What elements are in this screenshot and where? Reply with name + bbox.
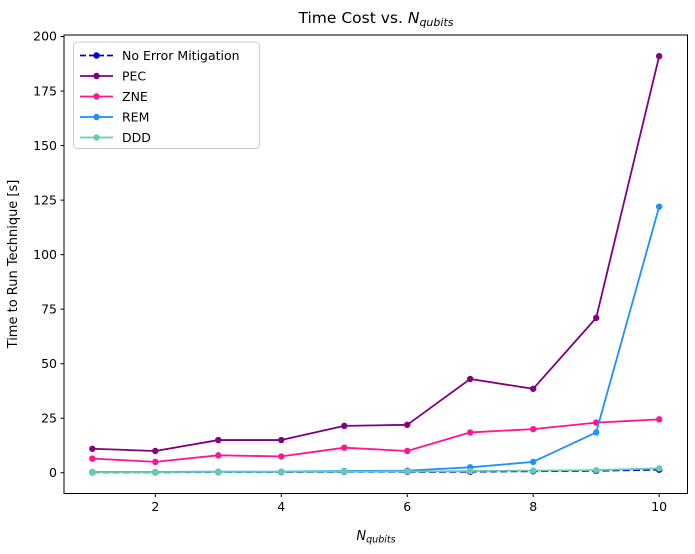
data-point [655, 416, 663, 423]
legend: No Error Mitigation PEC ZNE REM DDD [73, 41, 260, 149]
y-tick-label: 50 [41, 356, 57, 371]
data-point [655, 465, 663, 472]
title-prefix: Time Cost vs. [297, 9, 407, 27]
x-axis-label: Nqubits [356, 529, 395, 546]
data-point [655, 52, 663, 60]
data-point [89, 445, 96, 452]
y-tick-label: 175 [33, 83, 57, 98]
data-point [467, 429, 474, 436]
data-point [152, 468, 159, 476]
legend-label: REM [122, 109, 149, 124]
data-point [592, 314, 600, 322]
data-point [278, 468, 285, 476]
x-tick-label: 8 [529, 499, 537, 514]
y-tick-label: 100 [33, 247, 57, 262]
x-tick-label: 6 [403, 499, 411, 514]
axes-frame [63, 34, 688, 494]
series-line-pec [92, 55, 661, 452]
data-point [404, 447, 411, 455]
legend-item: PEC [80, 68, 146, 83]
y-tick-label: 150 [33, 138, 57, 153]
legend-marker [93, 72, 100, 80]
legend-label: DDD [122, 130, 151, 145]
data-point [341, 468, 348, 475]
series-line-zne [92, 418, 660, 463]
data-point [215, 452, 222, 459]
xlabel-var: N [356, 529, 366, 544]
data-point [89, 468, 96, 476]
legend-item: DDD [80, 130, 151, 145]
y-tick-label: 25 [41, 410, 57, 425]
y-tick-label: 200 [33, 29, 57, 44]
series-line-ddd [92, 467, 660, 474]
data-point [278, 453, 285, 460]
y-axis-label: Time to Run Technique [s] [6, 180, 21, 350]
legend-item: REM [80, 109, 149, 124]
data-point [215, 436, 222, 444]
data-point [529, 385, 537, 392]
data-point [467, 467, 474, 475]
data-point [467, 375, 474, 383]
x-tick-label: 10 [651, 499, 667, 514]
title-sub: qubits [419, 16, 453, 29]
data-point [529, 467, 537, 474]
data-point [341, 444, 348, 451]
data-point [341, 422, 348, 430]
legend-marker [93, 134, 100, 141]
title-var: N [408, 9, 420, 27]
y-tick-label: 0 [49, 465, 57, 480]
data-point [529, 458, 537, 466]
chart-title: Time Cost vs. Nqubits [297, 9, 453, 29]
data-point [592, 466, 600, 474]
data-point [404, 421, 411, 428]
series-line-rem [92, 206, 661, 473]
y-tick-label: 75 [41, 301, 57, 316]
legend-label: PEC [122, 68, 146, 83]
legend-label: No Error Mitigation [122, 48, 240, 63]
y-tick-label: 125 [33, 192, 57, 207]
data-point [404, 468, 411, 475]
data-point [592, 429, 600, 436]
x-tick-label: 2 [151, 499, 159, 514]
x-tick-label: 4 [277, 499, 285, 514]
legend-label: ZNE [122, 89, 148, 104]
data-point [278, 436, 285, 444]
data-point [655, 203, 663, 210]
data-point [215, 468, 222, 476]
series-markers-pec [89, 52, 663, 455]
legend-marker [93, 113, 100, 121]
data-point [529, 425, 537, 433]
series-markers-zne [89, 416, 663, 466]
xlabel-sub: qubits [366, 535, 395, 546]
legend-box [73, 41, 260, 149]
series-markers-ddd [89, 465, 663, 476]
legend-item: ZNE [80, 89, 148, 104]
data-point [152, 447, 159, 455]
legend-marker [93, 52, 100, 59]
legend-item: No Error Mitigation [80, 48, 240, 63]
legend-marker [93, 93, 100, 100]
data-point [89, 455, 96, 462]
data-point [152, 458, 159, 466]
